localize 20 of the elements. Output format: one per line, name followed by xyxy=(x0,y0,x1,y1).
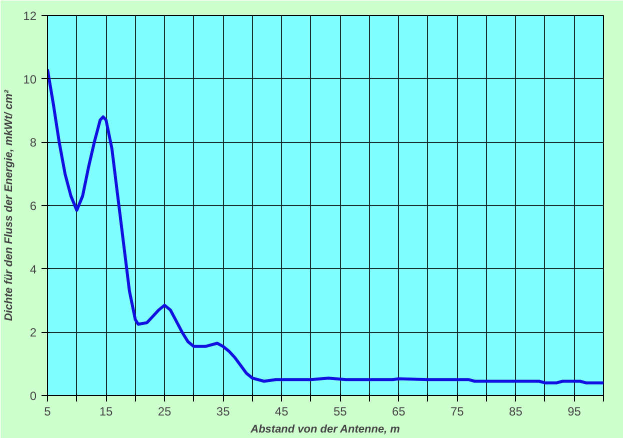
y-tick-label: 2 xyxy=(30,326,37,340)
x-tick-label: 95 xyxy=(568,404,582,418)
y-tick-label: 10 xyxy=(23,72,37,86)
line-series xyxy=(48,68,604,384)
y-tick-label: 6 xyxy=(30,199,37,213)
x-tick-label: 5 xyxy=(44,404,52,418)
y-axis-title: Dichte für den Fluss der Energie, mkWt/ cm² xyxy=(3,90,16,322)
x-tick-label: 25 xyxy=(158,404,172,418)
x-tick-label: 75 xyxy=(450,404,464,418)
x-tick-label: 35 xyxy=(216,404,230,418)
x-tick-label: 65 xyxy=(392,404,406,418)
x-tick-label: 55 xyxy=(333,404,348,418)
x-tick-label: 85 xyxy=(509,404,523,418)
x-tick-label: 45 xyxy=(274,404,289,418)
x-tick-label: 15 xyxy=(99,404,114,418)
y-tick-label: 8 xyxy=(30,136,37,150)
y-tick-label: 12 xyxy=(23,9,37,23)
y-tick-label: 0 xyxy=(30,389,37,403)
x-axis-title: Abstand von der Antenne, m xyxy=(250,424,400,436)
y-tick-label: 4 xyxy=(30,262,37,276)
